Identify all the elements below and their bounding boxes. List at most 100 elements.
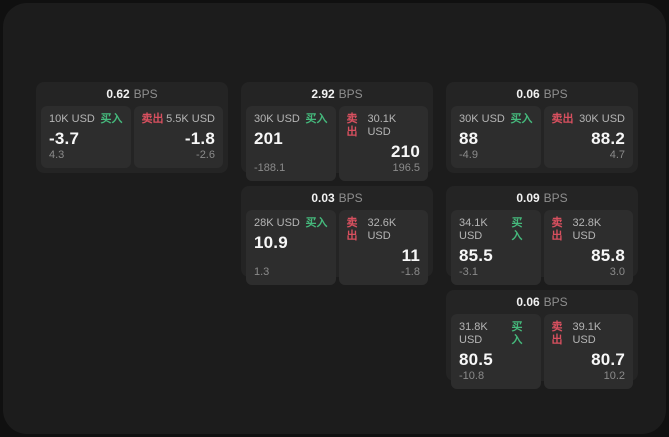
quote-panels: 34.1K USD 买入 85.5 -3.1 卖出 32.8K USD 85.8… bbox=[451, 210, 633, 285]
buy-panel[interactable]: 28K USD 买入 10.9 1.3 bbox=[246, 210, 336, 285]
buy-label: 买入 bbox=[305, 113, 328, 125]
sell-panel[interactable]: 卖出 30K USD 88.2 4.7 bbox=[543, 106, 633, 168]
quote-panels: 30K USD 买入 201 -188.1 卖出 30.1K USD 210 1… bbox=[246, 106, 428, 181]
buy-panel-top: 10K USD 买入 bbox=[49, 113, 123, 126]
buy-price: 88 bbox=[459, 129, 479, 148]
buy-panel[interactable]: 10K USD 买入 -3.7 4.3 bbox=[41, 106, 131, 168]
sell-label: 卖出 bbox=[551, 113, 574, 125]
bps-value: 0.62 bbox=[106, 87, 130, 101]
bps-value: 0.03 bbox=[311, 191, 335, 205]
buy-label: 买入 bbox=[511, 321, 523, 346]
sell-panel-top: 卖出 32.6K USD bbox=[347, 217, 421, 243]
sell-price: 80.7 bbox=[591, 350, 625, 369]
sell-sub-value: 10.2 bbox=[603, 370, 625, 382]
bps-unit-label: BPS bbox=[133, 87, 158, 101]
buy-panel-top: 34.1K USD 买入 bbox=[459, 217, 533, 243]
buy-amount: 34.1K USD bbox=[459, 217, 488, 242]
sell-sub-value: 196.5 bbox=[392, 162, 420, 174]
sell-label: 卖出 bbox=[346, 217, 358, 242]
quote-card: 2.92 BPS 30K USD 买入 201 -188.1 卖出 bbox=[241, 82, 433, 181]
card-header: 0.06 BPS bbox=[451, 82, 633, 106]
buy-label: 买入 bbox=[511, 217, 523, 242]
sell-panel[interactable]: 卖出 32.6K USD 11 -1.8 bbox=[338, 210, 428, 285]
bps-unit-label: BPS bbox=[543, 87, 568, 101]
sell-label: 卖出 bbox=[141, 113, 164, 125]
buy-sub-value: -4.9 bbox=[459, 149, 478, 161]
sell-price: 85.8 bbox=[591, 246, 625, 265]
bps-unit-label: BPS bbox=[338, 191, 363, 205]
buy-amount: 30K USD bbox=[459, 113, 505, 125]
buy-amount: 10K USD bbox=[49, 113, 95, 125]
sell-panel-top: 卖出 39.1K USD bbox=[552, 321, 626, 347]
sell-label: 卖出 bbox=[551, 217, 563, 242]
sell-panel[interactable]: 卖出 32.8K USD 85.8 3.0 bbox=[543, 210, 633, 285]
buy-panel[interactable]: 31.8K USD 买入 80.5 -10.8 bbox=[451, 314, 541, 389]
bps-unit-label: BPS bbox=[543, 191, 568, 205]
sell-panel[interactable]: 卖出 30.1K USD 210 196.5 bbox=[338, 106, 428, 181]
buy-sub-value: -3.1 bbox=[459, 266, 478, 278]
sell-sub-value: 4.7 bbox=[609, 149, 625, 161]
quote-panels: 28K USD 买入 10.9 1.3 卖出 32.6K USD 11 -1.8 bbox=[246, 210, 428, 285]
buy-sub-value: -188.1 bbox=[254, 162, 286, 174]
quote-card: 0.06 BPS 30K USD 买入 88 -4.9 卖出 bbox=[446, 82, 638, 173]
card-header: 0.06 BPS bbox=[451, 290, 633, 314]
quote-panels: 10K USD 买入 -3.7 4.3 卖出 5.5K USD -1.8 -2.… bbox=[41, 106, 223, 168]
sell-amount: 32.8K USD bbox=[572, 217, 602, 242]
sell-label: 卖出 bbox=[346, 113, 358, 138]
buy-label: 买入 bbox=[100, 113, 123, 125]
sell-price: 11 bbox=[401, 246, 420, 265]
bps-unit-label: BPS bbox=[338, 87, 363, 101]
buy-panel-top: 28K USD 买入 bbox=[254, 217, 328, 230]
sell-price: 210 bbox=[391, 142, 420, 161]
sell-label: 卖出 bbox=[551, 321, 563, 346]
sell-panel-top: 卖出 30.1K USD bbox=[347, 113, 421, 139]
sell-panel-top: 卖出 5.5K USD bbox=[142, 113, 216, 126]
buy-sub-value: -10.8 bbox=[459, 370, 485, 382]
sell-panel[interactable]: 卖出 5.5K USD -1.8 -2.6 bbox=[133, 106, 223, 168]
buy-amount: 31.8K USD bbox=[459, 321, 488, 346]
sell-panel-top: 卖出 32.8K USD bbox=[552, 217, 626, 243]
sell-amount: 5.5K USD bbox=[166, 113, 215, 125]
card-header: 0.62 BPS bbox=[41, 82, 223, 106]
buy-panel-top: 30K USD 买入 bbox=[459, 113, 533, 126]
card-header: 0.03 BPS bbox=[246, 186, 428, 210]
card-header: 2.92 BPS bbox=[246, 82, 428, 106]
bps-value: 0.09 bbox=[516, 191, 540, 205]
app-window: 0.62 BPS 10K USD 买入 -3.7 4.3 卖出 bbox=[3, 3, 666, 434]
buy-price: 80.5 bbox=[459, 350, 493, 369]
sell-sub-value: -2.6 bbox=[196, 149, 215, 161]
buy-panel[interactable]: 30K USD 买入 88 -4.9 bbox=[451, 106, 541, 168]
card-header: 0.09 BPS bbox=[451, 186, 633, 210]
buy-amount: 28K USD bbox=[254, 217, 300, 229]
quote-cards-grid: 0.62 BPS 10K USD 买入 -3.7 4.3 卖出 bbox=[36, 82, 638, 389]
bps-value: 2.92 bbox=[311, 87, 335, 101]
buy-price: 85.5 bbox=[459, 246, 493, 265]
sell-panel[interactable]: 卖出 39.1K USD 80.7 10.2 bbox=[543, 314, 633, 389]
bps-value: 0.06 bbox=[516, 295, 540, 309]
buy-panel[interactable]: 34.1K USD 买入 85.5 -3.1 bbox=[451, 210, 541, 285]
buy-price: -3.7 bbox=[49, 129, 80, 148]
sell-amount: 30K USD bbox=[579, 113, 625, 125]
buy-price: 10.9 bbox=[254, 233, 288, 252]
buy-sub-value: 1.3 bbox=[254, 266, 270, 278]
buy-price: 201 bbox=[254, 129, 283, 148]
quote-panels: 30K USD 买入 88 -4.9 卖出 30K USD 88.2 4.7 bbox=[451, 106, 633, 168]
sell-sub-value: -1.8 bbox=[401, 266, 420, 278]
quote-card: 0.03 BPS 28K USD 买入 10.9 1.3 卖出 bbox=[241, 186, 433, 285]
quote-panels: 31.8K USD 买入 80.5 -10.8 卖出 39.1K USD 80.… bbox=[451, 314, 633, 389]
bps-value: 0.06 bbox=[516, 87, 540, 101]
sell-amount: 39.1K USD bbox=[572, 321, 602, 346]
buy-panel-top: 31.8K USD 买入 bbox=[459, 321, 533, 347]
buy-sub-value: 4.3 bbox=[49, 149, 65, 161]
buy-label: 买入 bbox=[510, 113, 533, 125]
buy-panel[interactable]: 30K USD 买入 201 -188.1 bbox=[246, 106, 336, 181]
sell-panel-top: 卖出 30K USD bbox=[552, 113, 626, 126]
sell-amount: 30.1K USD bbox=[367, 113, 397, 138]
sell-price: 88.2 bbox=[591, 129, 625, 148]
quote-card: 0.09 BPS 34.1K USD 买入 85.5 -3.1 卖出 bbox=[446, 186, 638, 285]
buy-label: 买入 bbox=[305, 217, 328, 229]
sell-price: -1.8 bbox=[184, 129, 215, 148]
quote-card: 0.62 BPS 10K USD 买入 -3.7 4.3 卖出 bbox=[36, 82, 228, 173]
buy-panel-top: 30K USD 买入 bbox=[254, 113, 328, 126]
